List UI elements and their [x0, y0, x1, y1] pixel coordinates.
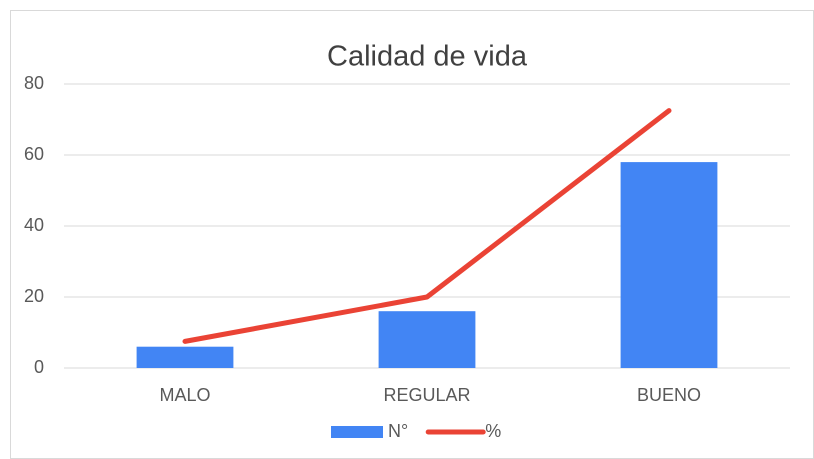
y-tick-label: 80: [24, 73, 44, 93]
legend-label: %: [485, 421, 501, 441]
x-tick-label: REGULAR: [383, 385, 470, 405]
x-tick-label: BUENO: [637, 385, 701, 405]
bar: [620, 162, 718, 368]
bar: [136, 346, 234, 368]
bar: [378, 311, 476, 368]
y-tick-label: 40: [24, 215, 44, 235]
legend-label: N°: [388, 421, 408, 441]
y-tick-label: 0: [34, 357, 44, 377]
y-tick-label: 60: [24, 144, 44, 164]
x-tick-label: MALO: [159, 385, 210, 405]
y-tick-label: 20: [24, 286, 44, 306]
legend-swatch: [331, 426, 383, 438]
chart-title: Calidad de vida: [327, 41, 528, 73]
line: [182, 108, 672, 344]
